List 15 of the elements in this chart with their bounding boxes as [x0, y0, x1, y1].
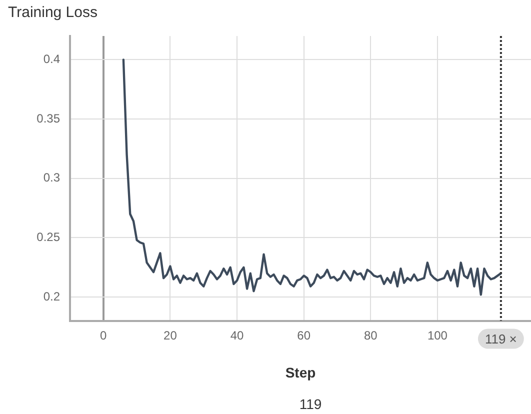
x-tick-label: 80: [364, 328, 378, 342]
x-tick-label: 60: [297, 328, 311, 342]
x-tick-label: 40: [230, 328, 244, 342]
chart-title: Training Loss: [8, 4, 98, 22]
x-tick-label: 100: [427, 328, 448, 342]
y-tick-label: 0.2: [43, 289, 60, 304]
y-tick-label: 0.35: [36, 111, 60, 126]
x-axis-title: Step: [285, 364, 316, 380]
ref-line-label: 119 ×: [484, 331, 517, 346]
x-tick-label: 20: [164, 328, 178, 342]
y-tick-label: 0.25: [36, 230, 60, 244]
x-tick-label: 0: [100, 328, 108, 342]
text: 119: [299, 396, 322, 412]
y-tick-label: 0.3: [43, 170, 60, 185]
y-tick-label: 0.4: [43, 52, 60, 66]
